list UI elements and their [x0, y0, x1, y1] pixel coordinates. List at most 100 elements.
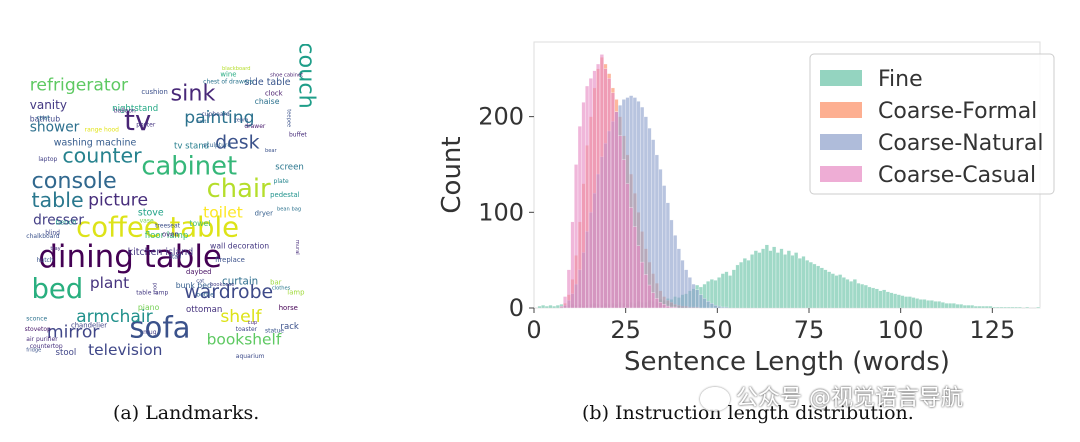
legend: Fine Coarse-Formal Coarse-Natural Coarse-Ca… [809, 53, 1055, 195]
histogram-bar [955, 304, 960, 309]
legend-label: Coarse-Natural [878, 131, 1043, 156]
histogram-bar [764, 244, 769, 309]
histogram-bar [673, 235, 678, 309]
wordcloud-word: floor lamp [145, 231, 189, 241]
histogram-bar [761, 248, 766, 309]
wordcloud-word: cupboard [201, 111, 229, 118]
x-tick-label: 125 [969, 316, 1015, 344]
histogram-bar [981, 305, 986, 309]
histogram-bar [944, 303, 949, 309]
histogram-bar [651, 139, 656, 309]
histogram-bar [860, 283, 865, 309]
histogram-bar [632, 226, 637, 309]
histogram-bar [863, 284, 868, 309]
wordcloud-word: bed [31, 274, 83, 305]
wordcloud-word: hutch [37, 257, 54, 264]
histogram-bar [541, 304, 546, 309]
wordcloud-word: sink [171, 81, 216, 107]
histogram-bar [962, 304, 967, 309]
histogram-bar [827, 271, 832, 309]
histogram-bar [878, 290, 883, 309]
wordcloud-word: dryer [255, 210, 273, 218]
wordcloud-word: wall decoration [210, 241, 269, 250]
histogram-bar [849, 281, 854, 309]
histogram-bar [706, 301, 711, 309]
wordcloud-word: picture [88, 190, 148, 210]
wordcloud-word: lamp [287, 289, 304, 297]
histogram-bar [907, 296, 912, 309]
wordcloud-word: plate [274, 178, 290, 185]
wordcloud-word: mug [143, 329, 157, 336]
wordcloud-word: poster [136, 121, 156, 128]
wordcloud-word: piano [138, 303, 160, 312]
wordcloud-word: bean bag [277, 207, 301, 213]
histogram-bar [566, 269, 571, 309]
wordcloud-word: horse [279, 304, 298, 312]
watermark: 公众号 @视觉语言导航 [700, 380, 963, 412]
wordcloud-word: screen [275, 162, 304, 172]
histogram-bar [984, 305, 989, 309]
wordcloud-word: refrigerator [30, 75, 129, 95]
histogram-bar [559, 305, 564, 309]
wordcloud-word: teepee [285, 109, 291, 127]
wordcloud-word: sofa [129, 311, 190, 345]
histogram-bar [739, 261, 744, 309]
wordcloud-word: tray [50, 246, 60, 252]
histogram-bar [720, 306, 725, 309]
histogram-bar [940, 302, 945, 309]
histogram-bar [647, 127, 652, 309]
wordcloud-word: tv [124, 106, 151, 137]
histogram-bar [973, 305, 978, 309]
wordcloud-word: coffee table [76, 212, 239, 243]
wordcloud-word: stovetop [25, 326, 51, 333]
histogram-bar [1006, 306, 1011, 309]
x-axis-label: Sentence Length (words) [624, 347, 950, 377]
histogram-bar [834, 275, 839, 309]
wordcloud-word: treeseat [155, 223, 181, 230]
wordcloud-word: desk [215, 132, 259, 154]
wordcloud-word: tv stand [174, 142, 209, 152]
histogram-bar [720, 273, 725, 309]
caption-landmarks: (a) Landmarks. [113, 402, 260, 424]
legend-swatch [820, 166, 862, 182]
histogram-bar [599, 54, 604, 309]
wordcloud-word: side table [244, 77, 290, 88]
histogram-bar [801, 256, 806, 309]
histogram-bar [999, 306, 1004, 309]
wordcloud-word: shelf [220, 307, 262, 327]
wordcloud-word: blackboard [222, 66, 251, 72]
histogram-bar [728, 275, 733, 309]
wordcloud-word: ottoman [186, 305, 222, 315]
wordcloud-word: laptop [38, 156, 57, 163]
wordcloud-word: kitchen island [128, 247, 194, 258]
wordcloud-word: rack [280, 322, 298, 332]
wordcloud-word: stool [55, 348, 76, 358]
histogram-bar [926, 300, 931, 309]
histogram-bar [856, 282, 861, 309]
histogram-bar [658, 169, 663, 309]
x-tick-label: 25 [610, 316, 641, 344]
histogram-bar [757, 252, 762, 309]
wordcloud-word: chaise [255, 97, 280, 106]
histogram-bar [552, 305, 557, 309]
histogram-bar [640, 261, 645, 309]
wordcloud-word: painting [184, 108, 254, 128]
histogram-bar [621, 159, 626, 309]
wordcloud-word: stall [169, 254, 182, 261]
histogram-bar [845, 279, 850, 309]
histogram-bar [643, 274, 648, 309]
histogram-bar [574, 164, 579, 309]
instruction-length-histogram: 0 25 50 75 100 125 0 100 200 Sentence Length (wor… [437, 41, 1055, 377]
histogram-bar [918, 299, 923, 309]
wordcloud-word: chair [207, 174, 271, 204]
y-tick-label: 100 [478, 198, 524, 226]
x-tick-label: 75 [794, 316, 825, 344]
histogram-bar [915, 298, 920, 309]
histogram-bar [684, 269, 689, 309]
wordcloud-word: clothes [272, 286, 291, 292]
x-tick-label: 100 [878, 316, 924, 344]
histogram-bar [654, 298, 659, 309]
wordcloud-word: table [31, 188, 83, 212]
wordcloud-word: television [88, 341, 162, 359]
